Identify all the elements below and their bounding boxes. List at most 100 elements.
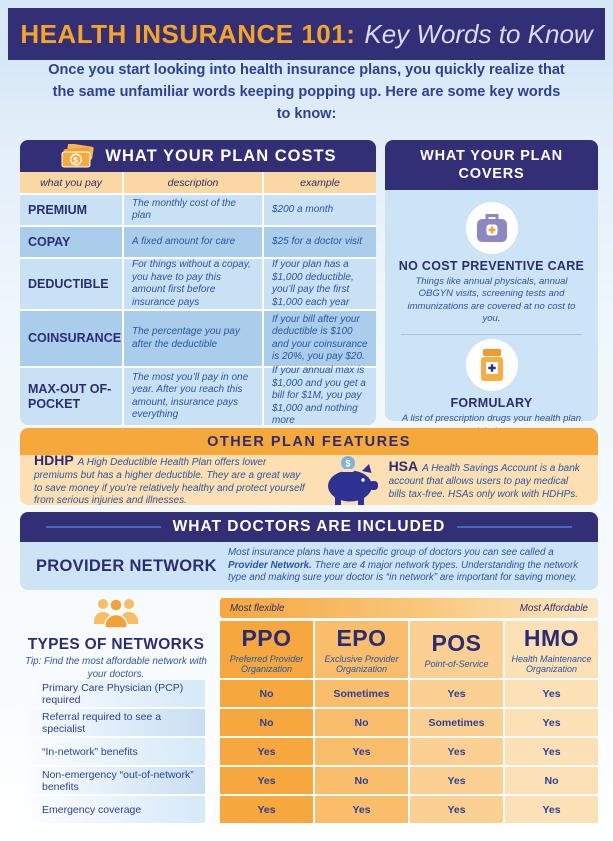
other-features-title: OTHER PLAN FEATURES — [207, 433, 411, 450]
cost-description: A fixed amount for care — [124, 227, 262, 257]
network-column-hmo: HMO Health Maintenance Organization — [505, 621, 598, 678]
divider — [401, 334, 582, 336]
hdhp-text: A High Deductible Health Plan offers low… — [34, 456, 305, 507]
provider-network-text: Most insurance plans have a specific gro… — [228, 547, 586, 586]
cost-example: If your bill after your deductible is $1… — [264, 311, 376, 366]
cell-value: No — [220, 680, 313, 707]
hdhp-term: HDHP — [34, 451, 74, 468]
intro-section: Once you start looking into health insur… — [0, 60, 613, 126]
plan-covers-title: WHAT YOUR PLAN COVERS — [420, 147, 563, 182]
plan-costs-table: what you pay description example PREMIUM… — [20, 172, 376, 425]
cell-value: Yes — [220, 796, 313, 823]
money-icon: $ — [61, 143, 95, 167]
row-label: Non-emergency “out-of-network” benefits — [20, 767, 205, 794]
network-abbr: EPO — [336, 624, 387, 651]
intro-text: Once you start looking into health insur… — [48, 62, 565, 122]
people-group-icon — [94, 598, 138, 629]
cost-description: The percentage you pay after the deducti… — [124, 311, 262, 366]
plan-costs-header: $ WHAT YOUR PLAN COSTS — [20, 140, 376, 172]
dollar-glyph: $ — [74, 155, 80, 165]
other-features-section: OTHER PLAN FEATURES HDHP A High Deductibl… — [20, 428, 598, 508]
network-comparison-table: Primary Care Physician (PCP) required No… — [20, 680, 598, 825]
cell-value: Yes — [315, 738, 408, 765]
column-header: what you pay — [20, 172, 122, 193]
network-columns-header: PPO Preferred Provider Organization EPO … — [220, 621, 598, 678]
cover-item-text: Things like annual physicals, annual OBG… — [407, 276, 576, 325]
provider-text-bold: Provider Network. — [228, 559, 312, 571]
cell-value: Yes — [410, 767, 503, 794]
cost-term: MAX-OUT OF-POCKET — [20, 368, 122, 425]
cell-value: Yes — [410, 796, 503, 823]
preventive-care-icon-circle — [465, 202, 518, 254]
networks-tip: Tip: Find the most affordable network wi… — [25, 656, 207, 680]
other-features-header: OTHER PLAN FEATURES — [20, 428, 598, 455]
network-abbr: POS — [431, 629, 482, 656]
table-row: Referral required to see a specialist No… — [20, 709, 598, 736]
piggy-bank-icon: $ — [327, 456, 378, 505]
column-header: description — [124, 172, 262, 193]
cost-term: COINSURANCE — [20, 311, 122, 366]
plan-covers-body: NO COST PREVENTIVE CARE Things like annu… — [385, 190, 598, 437]
page-banner: HEALTH INSURANCE 101: Key Words to Know — [8, 8, 605, 60]
hsa-term: HSA — [388, 458, 419, 475]
provider-text-rest: There are 4 major network types. Underst… — [228, 559, 579, 584]
network-full-name: Preferred Provider Organization — [229, 653, 304, 674]
cell-value: No — [505, 767, 598, 794]
other-features-body: HDHP A High Deductible Health Plan offers… — [20, 452, 598, 508]
types-of-networks-heading: TYPES OF NETWORKS — [27, 636, 205, 653]
cost-term: DEDUCTIBLE — [20, 259, 122, 309]
cell-value: Yes — [410, 680, 503, 707]
network-column-ppo: PPO Preferred Provider Organization — [220, 621, 313, 678]
cell-value: No — [315, 709, 408, 736]
table-row: Primary Care Physician (PCP) required No… — [20, 680, 598, 707]
hsa-text: A Health Savings Account is a bank accou… — [388, 463, 580, 500]
table-row: Non-emergency “out-of-network” benefits … — [20, 767, 598, 794]
network-abbr: HMO — [523, 624, 580, 651]
network-abbr: PPO — [241, 624, 292, 651]
row-label: Referral required to see a specialist — [20, 709, 205, 736]
piggy-bank-wrap: $ — [319, 455, 381, 505]
cell-value: Sometimes — [410, 709, 503, 736]
dollar-glyph: $ — [345, 458, 350, 468]
network-column-pos: POS Point-of-Service — [410, 621, 503, 678]
banner-subtitle: Key Words to Know — [364, 18, 593, 49]
plan-covers-card: WHAT YOUR PLAN COVERS NO COST PREVENTIVE… — [385, 140, 598, 437]
row-label: Primary Care Physician (PCP) required — [20, 680, 205, 707]
network-full-name: Exclusive Provider Organization — [324, 653, 399, 674]
cost-term: PREMIUM — [20, 195, 122, 225]
cell-value: Yes — [315, 796, 408, 823]
cost-example: $25 for a doctor visit — [264, 227, 376, 257]
medical-bag-icon — [476, 213, 507, 242]
cover-item-heading: NO COST PREVENTIVE CARE — [398, 259, 585, 273]
cell-value: Yes — [505, 796, 598, 823]
decorative-line — [457, 526, 573, 528]
types-of-networks-panel: TYPES OF NETWORKS Tip: Find the most aff… — [20, 596, 212, 681]
cell-value: No — [315, 767, 408, 794]
cover-item-heading: FORMULARY — [450, 396, 533, 411]
cell-value: No — [220, 709, 313, 736]
cost-description: For things without a copay, you have to … — [124, 259, 262, 309]
hsa-text-block: HSA A Health Savings Account is a bank ac… — [389, 458, 584, 502]
table-row: Emergency coverage Yes Yes Yes Yes — [20, 796, 598, 823]
network-full-name: Health Maintenance Organization — [511, 653, 592, 674]
cost-description: The monthly cost of the plan — [124, 195, 262, 225]
network-full-name: Point-of-Service — [424, 658, 489, 669]
cell-value: Yes — [505, 709, 598, 736]
hdhp-text-block: HDHP A High Deductible Health Plan offers… — [34, 452, 311, 508]
cell-value: Yes — [220, 738, 313, 765]
pill-bottle-icon — [480, 349, 503, 382]
cost-example: If your plan has a $1,000 deductible, yo… — [264, 259, 376, 309]
provider-text-lead: Most insurance plans have a specific gro… — [228, 546, 554, 558]
cost-description: The most you’ll pay in one year. After y… — [124, 368, 262, 425]
plan-covers-header: WHAT YOUR PLAN COVERS — [385, 140, 598, 190]
cost-example: If your annual max is $1,000 and you get… — [264, 365, 376, 425]
flexibility-scale-bar: Most flexible Most Affordable — [220, 598, 598, 618]
decorative-line — [45, 526, 161, 528]
provider-network-term: PROVIDER NETWORK — [36, 556, 217, 575]
formulary-icon-circle — [465, 339, 518, 392]
cell-value: Sometimes — [315, 680, 408, 707]
scale-left-label: Most flexible — [230, 602, 285, 614]
cost-example: $200 a month — [264, 195, 376, 225]
network-column-epo: EPO Exclusive Provider Organization — [315, 621, 408, 678]
